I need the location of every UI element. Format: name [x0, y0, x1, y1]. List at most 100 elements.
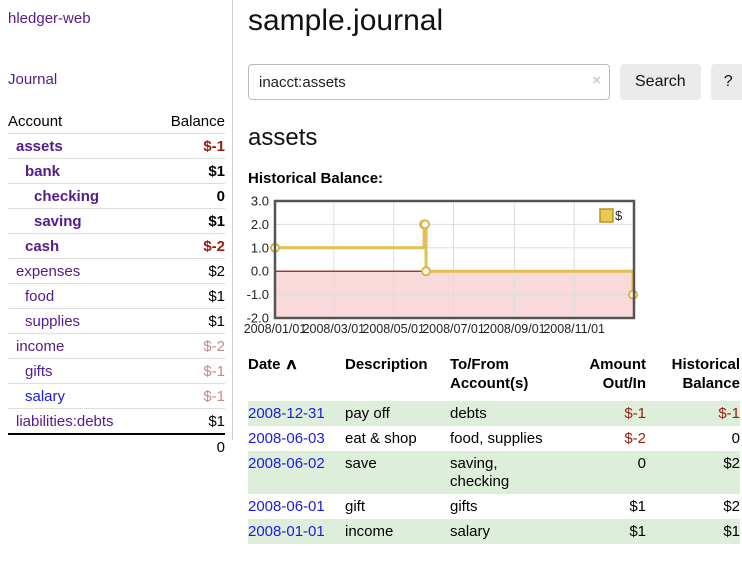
- transaction-balance: $-1: [718, 405, 740, 422]
- brand-link[interactable]: hledger-web: [8, 10, 91, 27]
- column-header-date[interactable]: Date ∧: [248, 356, 298, 373]
- account-row: food $1: [8, 283, 225, 309]
- historical-balance-chart: $3.0 2.0 1.0 0.0 -1.0 -2.02008/01/012008/03/0…: [244, 194, 639, 336]
- account-row: income $-2: [8, 333, 225, 359]
- account-link[interactable]: supplies: [25, 313, 81, 330]
- transaction-description: income: [345, 523, 394, 540]
- y-axis-tick-label: 2.0: [251, 217, 269, 232]
- transaction-description: eat & shop: [345, 430, 417, 447]
- transaction-row: 2008-01-01 income salary $1 $1: [248, 519, 740, 544]
- search-button[interactable]: Search: [620, 64, 701, 100]
- account-link[interactable]: income: [16, 338, 65, 355]
- account-row: expenses $2: [8, 258, 225, 284]
- transaction-row: 2008-12-31 pay off debts $-1 $-1: [248, 401, 740, 426]
- transaction-amount: $-2: [624, 430, 646, 447]
- transaction-amount: $1: [629, 498, 646, 515]
- x-axis-tick-label: 2008/11/01: [543, 322, 605, 336]
- legend-label: $: [615, 208, 623, 223]
- transaction-date-link[interactable]: 2008-12-31: [248, 405, 325, 422]
- data-point-marker[interactable]: [421, 266, 432, 277]
- search-box: ×: [248, 64, 610, 100]
- account-link[interactable]: assets: [16, 138, 63, 155]
- y-axis-tick-label: -2.0: [247, 311, 269, 326]
- transaction-row: 2008-06-02 save saving, checking 0 $2: [248, 451, 740, 494]
- transactions-header-row: Date ∧ Description To/From Account(s) Amo…: [248, 353, 740, 401]
- search-form: × Search ?: [248, 64, 742, 100]
- account-balance: $-1: [158, 358, 225, 384]
- column-header-amount: Amount Out/In: [589, 356, 646, 392]
- transaction-balance: $2: [723, 455, 740, 472]
- transaction-date-link[interactable]: 2008-06-01: [248, 498, 325, 515]
- search-input[interactable]: [248, 64, 610, 100]
- account-row: gifts $-1: [8, 358, 225, 384]
- transaction-accounts: gifts: [450, 498, 478, 515]
- sidebar: hledger-web Journal Account Balance asse…: [0, 0, 233, 459]
- transaction-row: 2008-06-03 eat & shop food, supplies $-2…: [248, 426, 740, 451]
- transaction-date-link[interactable]: 2008-06-02: [248, 455, 325, 472]
- account-link[interactable]: food: [25, 288, 55, 305]
- account-row: assets $-1: [8, 133, 225, 159]
- column-header-balance: Historical Balance: [671, 356, 740, 392]
- sort-asc-icon: ∧: [284, 356, 298, 373]
- x-axis-tick-label: 2008/09/01: [483, 322, 546, 336]
- transaction-accounts: food, supplies: [450, 430, 543, 447]
- transaction-date-link[interactable]: 2008-06-03: [248, 430, 325, 447]
- account-balance: $1: [158, 408, 225, 435]
- page-title: sample.journal: [248, 4, 444, 37]
- account-link[interactable]: bank: [25, 163, 61, 180]
- transaction-balance: $2: [723, 498, 740, 515]
- transaction-amount: $-1: [624, 405, 646, 422]
- transaction-amount: 0: [637, 455, 646, 472]
- account-balance: $1: [158, 308, 225, 334]
- account-balance: $1: [158, 158, 225, 184]
- accounts-total-balance: 0: [158, 433, 225, 459]
- transaction-row: 2008-06-01 gift gifts $1 $2: [248, 494, 740, 519]
- account-balance: $1: [158, 208, 225, 234]
- sidebar-item-journal[interactable]: Journal: [8, 71, 58, 88]
- accounts-total-row: 0: [8, 433, 225, 459]
- legend-swatch: [599, 208, 614, 223]
- accounts-table-header: Account Balance: [8, 109, 225, 134]
- account-link[interactable]: salary: [25, 388, 66, 405]
- data-point-marker[interactable]: [420, 219, 431, 230]
- y-axis-tick-label: -1.0: [247, 287, 269, 302]
- column-header-accounts: To/From Account(s): [450, 356, 529, 392]
- account-row: salary $-1: [8, 383, 225, 409]
- account-link[interactable]: cash: [25, 238, 60, 255]
- account-balance: $-1: [158, 383, 225, 409]
- transaction-description: save: [345, 455, 377, 472]
- account-link[interactable]: expenses: [16, 263, 81, 280]
- account-balance: 0: [158, 183, 225, 209]
- y-axis-tick-label: 1.0: [251, 240, 269, 255]
- transaction-accounts: saving, checking: [450, 455, 510, 490]
- account-balance: $-2: [158, 233, 225, 259]
- transaction-balance: 0: [731, 430, 740, 447]
- y-axis-tick-label: 3.0: [251, 194, 269, 209]
- clear-search-icon[interactable]: ×: [592, 72, 601, 89]
- x-axis-tick-label: 2008/05/01: [362, 322, 425, 336]
- account-balance: $-2: [158, 333, 225, 359]
- x-axis-tick-label: 2008/03/01: [303, 322, 366, 336]
- chart-label: Historical Balance:: [248, 170, 384, 187]
- accounts-header-account: Account: [8, 109, 158, 134]
- account-link[interactable]: saving: [34, 213, 82, 230]
- help-button[interactable]: ?: [710, 64, 742, 100]
- transaction-accounts: salary: [450, 523, 491, 540]
- account-balance: $-1: [158, 133, 225, 159]
- transactions-table: Date ∧ Description To/From Account(s) Amo…: [248, 353, 740, 544]
- transaction-amount: $1: [629, 523, 646, 540]
- account-row: bank $1: [8, 158, 225, 184]
- main-content: sample.journal × Search ? assets Histori…: [233, 0, 742, 554]
- account-balance: $2: [158, 258, 225, 284]
- transaction-description: gift: [345, 498, 366, 515]
- transaction-accounts: debts: [450, 405, 487, 422]
- account-link[interactable]: liabilities:debts: [16, 413, 114, 430]
- account-link[interactable]: gifts: [25, 363, 53, 380]
- account-row: saving $1: [8, 208, 225, 234]
- y-axis-tick-label: 0.0: [251, 264, 269, 279]
- account-row: cash $-2: [8, 233, 225, 259]
- page: hledger-web Journal Account Balance asse…: [0, 0, 742, 554]
- account-link[interactable]: checking: [34, 188, 100, 205]
- accounts-header-balance: Balance: [158, 109, 225, 134]
- transaction-date-link[interactable]: 2008-01-01: [248, 523, 325, 540]
